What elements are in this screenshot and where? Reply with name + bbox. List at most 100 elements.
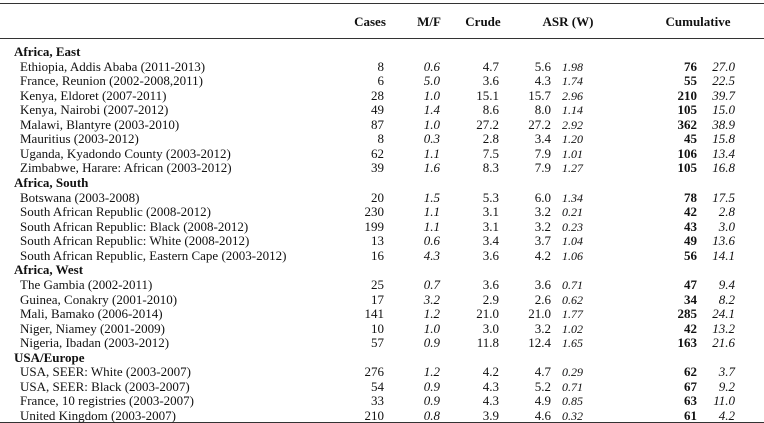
cumulative-rate: 11.0 xyxy=(713,393,735,409)
asr-se: 1.74 xyxy=(562,74,583,89)
mf-ratio: 4.3 xyxy=(423,247,440,263)
asr-se: 0.85 xyxy=(562,394,583,409)
cumulative: 76 xyxy=(684,58,697,74)
asr: 3.2 xyxy=(534,218,551,234)
asr-se: 0.71 xyxy=(562,379,583,394)
crude-rate: 4.7 xyxy=(482,58,499,74)
cumulative: 62 xyxy=(684,364,697,380)
cases: 49 xyxy=(371,102,384,118)
asr-se: 2.92 xyxy=(562,117,583,132)
asr-se: 1.65 xyxy=(562,336,583,351)
cumulative: 47 xyxy=(684,276,697,292)
column-header: Cumulative xyxy=(665,14,731,29)
cumulative: 42 xyxy=(684,204,697,220)
mf-ratio: 0.7 xyxy=(423,276,440,292)
cumulative-rate: 8.2 xyxy=(718,291,735,307)
crude-rate: 3.6 xyxy=(482,276,499,292)
cumulative-rate: 17.5 xyxy=(712,189,735,205)
registry-name: Zimbabwe, Harare: African (2003-2012) xyxy=(20,160,232,176)
cases: 141 xyxy=(364,306,385,322)
registry-name: South African Republic, Eastern Cape (20… xyxy=(20,247,287,263)
cumulative: 210 xyxy=(677,87,698,103)
asr-se: 1.98 xyxy=(562,59,583,74)
asr-se: 0.21 xyxy=(562,205,583,220)
registry-name: Niger, Niamey (2001-2009) xyxy=(20,320,165,336)
crude-rate: 4.3 xyxy=(482,393,499,409)
mf-ratio: 1.2 xyxy=(423,306,440,322)
mf-ratio: 0.9 xyxy=(423,378,440,394)
registry-name: France, Reunion (2002-2008,2011) xyxy=(20,73,203,89)
cases: 8 xyxy=(377,131,385,147)
cumulative-rate: 3.7 xyxy=(718,364,735,380)
crude-rate: 11.8 xyxy=(476,335,499,351)
asr-se: 2.96 xyxy=(562,88,583,103)
header-rule xyxy=(0,38,764,39)
registry-name: South African Republic: Black (2008-2012… xyxy=(20,218,249,234)
registry-name: Kenya, Nairobi (2007-2012) xyxy=(20,102,169,118)
cumulative: 105 xyxy=(677,102,698,118)
cases: 8 xyxy=(377,58,385,74)
mf-ratio: 1.0 xyxy=(423,320,440,336)
mf-ratio: 1.1 xyxy=(423,145,440,161)
cumulative: 285 xyxy=(677,306,698,322)
cumulative-rate: 22.5 xyxy=(712,73,735,89)
registry-name: France, 10 registries (2003-2007) xyxy=(20,393,195,409)
mf-ratio: 1.2 xyxy=(423,364,440,380)
registry-name: South African Republic (2008-2012) xyxy=(20,204,211,220)
asr: 4.3 xyxy=(534,73,551,89)
asr: 4.7 xyxy=(534,364,551,380)
crude-rate: 3.4 xyxy=(482,233,499,249)
cumulative: 67 xyxy=(684,378,697,394)
asr: 3.2 xyxy=(534,320,551,336)
registry-name: Mali, Bamako (2006-2014) xyxy=(20,306,163,322)
mf-ratio: 1.1 xyxy=(423,218,440,234)
cases: 39 xyxy=(371,160,384,176)
registry-name: Kenya, Eldoret (2007-2011) xyxy=(20,87,167,103)
mf-ratio: 0.6 xyxy=(423,233,440,249)
crude-rate: 3.6 xyxy=(482,247,499,263)
cumulative-rate: 13.6 xyxy=(712,233,735,249)
registry-name: Malawi, Blantyre (2003-2010) xyxy=(20,116,180,132)
mf-ratio: 3.2 xyxy=(423,291,440,307)
registry-name: USA, SEER: Black (2003-2007) xyxy=(20,378,190,394)
mf-ratio: 0.8 xyxy=(423,408,440,423)
asr-se: 1.14 xyxy=(562,103,583,118)
column-header: M/F xyxy=(417,14,441,29)
cumulative: 163 xyxy=(677,335,698,351)
cases: 16 xyxy=(371,247,384,263)
mf-ratio: 0.9 xyxy=(423,335,440,351)
cumulative: 61 xyxy=(684,408,697,423)
asr: 3.7 xyxy=(534,233,551,249)
cases: 54 xyxy=(371,378,384,394)
crude-rate: 4.2 xyxy=(482,364,499,380)
registry-name: Guinea, Conakry (2001-2010) xyxy=(20,291,178,307)
cumulative-rate: 27.0 xyxy=(712,58,735,74)
cases: 10 xyxy=(371,320,384,336)
cumulative: 45 xyxy=(684,131,697,147)
cumulative-rate: 13.2 xyxy=(712,320,735,336)
asr-se: 1.06 xyxy=(562,248,583,263)
cumulative: 362 xyxy=(677,116,698,132)
asr-se: 1.34 xyxy=(562,190,583,205)
registry-name: The Gambia (2002-2011) xyxy=(20,276,153,292)
registry-name: Mauritius (2003-2012) xyxy=(20,131,139,147)
cumulative-rate: 14.1 xyxy=(712,247,735,263)
asr: 4.2 xyxy=(534,247,551,263)
mf-ratio: 1.0 xyxy=(423,87,440,103)
asr: 4.6 xyxy=(534,408,551,423)
crude-rate: 8.6 xyxy=(482,102,499,118)
asr: 2.6 xyxy=(534,291,551,307)
asr-se: 1.27 xyxy=(562,161,583,176)
registry-name: Uganda, Kyadondo County (2003-2012) xyxy=(20,145,231,161)
cumulative: 63 xyxy=(684,393,697,409)
cumulative: 55 xyxy=(684,73,697,89)
crude-rate: 27.2 xyxy=(476,116,499,132)
cumulative-rate: 39.7 xyxy=(712,87,735,103)
cases: 25 xyxy=(371,276,384,292)
cases: 6 xyxy=(377,73,385,89)
column-header: Cases xyxy=(354,14,386,29)
asr-se: 1.04 xyxy=(562,234,583,249)
cumulative-rate: 24.1 xyxy=(712,306,735,322)
mf-ratio: 1.5 xyxy=(423,189,440,205)
